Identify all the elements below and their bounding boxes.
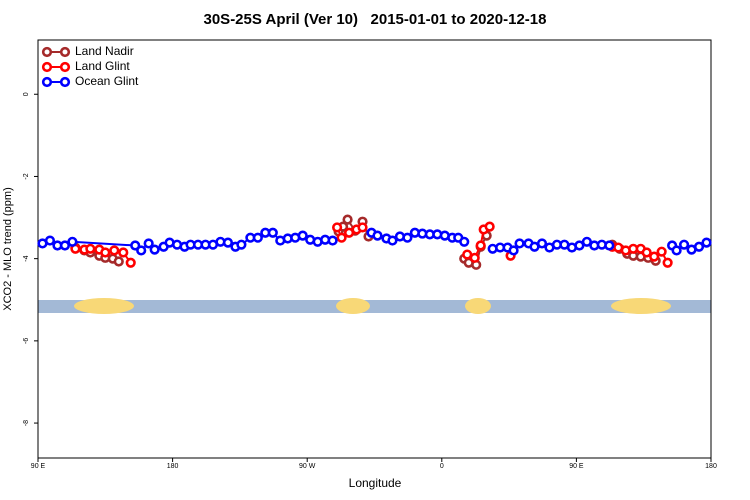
data-point: [236, 239, 247, 250]
x-tick-label: 0: [440, 463, 444, 470]
data-point: [125, 257, 136, 268]
data-point: [336, 232, 347, 243]
data-point: [649, 251, 660, 262]
land-ocean-band: [38, 298, 711, 314]
y-tick-label: -4: [23, 255, 30, 261]
data-point: [641, 247, 652, 258]
data-point: [662, 257, 673, 268]
x-tick-label: 90 W: [299, 463, 316, 470]
data-point: [536, 238, 548, 249]
data-point: [327, 235, 338, 246]
legend-marker: [59, 46, 71, 58]
data-point: [693, 241, 705, 252]
data-point: [402, 232, 413, 243]
land-patch: [465, 298, 491, 314]
legend-marker: [59, 76, 71, 88]
legend-marker: [59, 61, 71, 73]
x-tick-label: 90 E: [31, 463, 46, 470]
data-point: [297, 230, 308, 241]
data-point: [372, 230, 383, 241]
data-point: [357, 222, 368, 233]
data-point: [581, 236, 592, 247]
land-patch: [336, 298, 370, 314]
y-tick-label: -2: [23, 173, 30, 179]
x-tick-label: 180: [705, 463, 717, 470]
data-point: [678, 239, 690, 250]
data-point: [136, 245, 147, 256]
data-point: [44, 235, 56, 246]
data-point: [604, 240, 615, 251]
data-point: [671, 245, 682, 256]
data-point: [574, 240, 585, 251]
data-point: [514, 238, 525, 249]
chart-title: 30S-25S April (Ver 10) 2015-01-01 to 202…: [204, 11, 547, 28]
legend-marker: [41, 61, 53, 73]
y-tick-label: -6: [23, 338, 30, 344]
data-point: [484, 221, 495, 232]
data-point: [143, 238, 154, 249]
data-point: [267, 227, 278, 238]
legend-marker: [41, 46, 53, 58]
data-point: [100, 247, 111, 258]
y-tick-label: -8: [23, 420, 30, 426]
data-point: [469, 252, 480, 263]
x-axis-label: Longitude: [349, 476, 402, 490]
land-patch: [74, 298, 134, 314]
data-point: [332, 222, 343, 233]
legend-marker: [41, 76, 53, 88]
data-point: [59, 240, 71, 251]
y-tick-label: 0: [23, 92, 30, 96]
legend-label: Ocean Glint: [75, 74, 139, 88]
data-point: [222, 237, 234, 248]
x-tick-label: 90 E: [569, 463, 584, 470]
data-point: [475, 240, 486, 251]
data-point: [252, 232, 263, 243]
data-point: [85, 243, 96, 254]
data-point: [387, 235, 398, 246]
x-tick-label: 180: [167, 463, 179, 470]
data-point: [113, 256, 124, 267]
y-axis-label: XCO2 - MLO trend (ppm): [2, 187, 14, 310]
plot: [37, 214, 712, 270]
data-point: [109, 245, 120, 256]
legend-label: Land Nadir: [75, 44, 134, 58]
data-point: [656, 246, 667, 257]
plot-frame: [37, 39, 712, 459]
data-point: [67, 236, 78, 247]
data-point: [149, 244, 160, 255]
legend-label: Land Glint: [75, 59, 130, 73]
data-point: [459, 236, 470, 247]
ocean-band: [38, 300, 711, 313]
data-point: [701, 237, 712, 248]
data-point: [508, 245, 519, 256]
land-patch: [611, 298, 671, 314]
data-point: [118, 247, 129, 258]
data-point: [342, 214, 353, 225]
